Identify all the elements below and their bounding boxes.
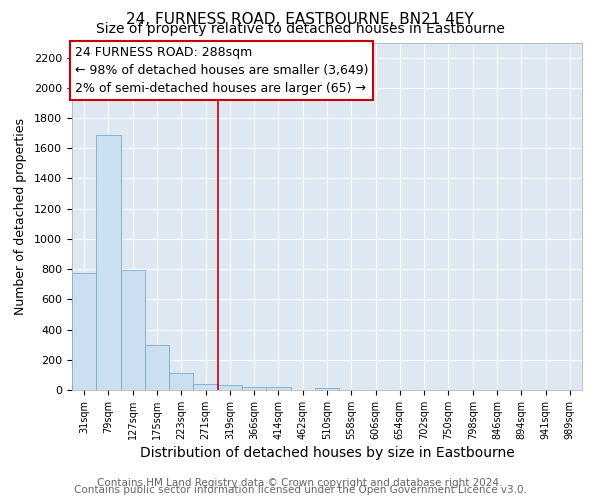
Text: Contains HM Land Registry data © Crown copyright and database right 2024.: Contains HM Land Registry data © Crown c… <box>97 478 503 488</box>
Bar <box>315 388 339 390</box>
Bar <box>169 374 193 390</box>
Text: Contains public sector information licensed under the Open Government Licence v3: Contains public sector information licen… <box>74 485 526 495</box>
Bar <box>266 387 290 390</box>
Bar <box>121 270 145 390</box>
Bar <box>72 273 96 390</box>
Text: Size of property relative to detached houses in Eastbourne: Size of property relative to detached ho… <box>95 22 505 36</box>
Text: 24, FURNESS ROAD, EASTBOURNE, BN21 4EY: 24, FURNESS ROAD, EASTBOURNE, BN21 4EY <box>126 12 474 28</box>
Y-axis label: Number of detached properties: Number of detached properties <box>14 118 27 315</box>
Bar <box>96 136 121 390</box>
Bar <box>145 346 169 390</box>
Bar <box>242 387 266 390</box>
Bar <box>218 386 242 390</box>
Bar <box>193 384 218 390</box>
X-axis label: Distribution of detached houses by size in Eastbourne: Distribution of detached houses by size … <box>140 446 514 460</box>
Text: 24 FURNESS ROAD: 288sqm
← 98% of detached houses are smaller (3,649)
2% of semi-: 24 FURNESS ROAD: 288sqm ← 98% of detache… <box>74 46 368 95</box>
